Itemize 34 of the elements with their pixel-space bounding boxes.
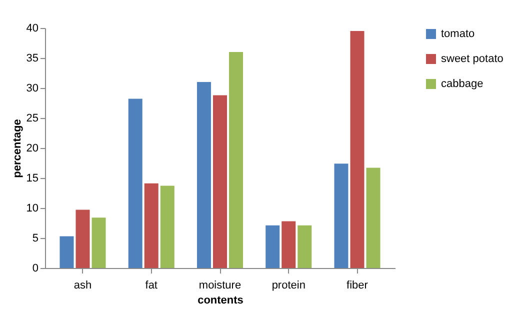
bar bbox=[213, 95, 227, 268]
bar bbox=[160, 186, 174, 268]
bar bbox=[92, 218, 106, 268]
legend-label: tomato bbox=[441, 28, 475, 40]
legend-label: cabbage bbox=[441, 78, 484, 90]
y-tick-label: 10 bbox=[26, 202, 38, 214]
x-tick-label: protein bbox=[272, 280, 306, 292]
bar bbox=[298, 225, 312, 268]
bar bbox=[282, 221, 296, 268]
x-tick-label: ash bbox=[74, 280, 92, 292]
y-tick-label: 5 bbox=[32, 232, 38, 244]
y-tick-label: 25 bbox=[26, 112, 38, 124]
bar bbox=[229, 52, 244, 268]
x-tick-label: fiber bbox=[346, 280, 368, 292]
bar bbox=[76, 210, 90, 268]
y-tick-label: 40 bbox=[26, 22, 38, 34]
y-tick-label: 20 bbox=[26, 142, 38, 154]
x-axis-title: contents bbox=[198, 294, 244, 306]
y-axis-title: percentage bbox=[11, 119, 24, 178]
bar bbox=[196, 82, 211, 268]
bar bbox=[128, 98, 142, 268]
x-tick-label: moisture bbox=[198, 280, 242, 292]
bar bbox=[334, 164, 348, 268]
bar bbox=[366, 168, 380, 268]
y-tick-label: 30 bbox=[26, 82, 38, 94]
y-tick-label: 35 bbox=[26, 52, 38, 64]
y-tick-label: 0 bbox=[32, 262, 38, 274]
bar bbox=[266, 225, 280, 268]
bar bbox=[144, 183, 158, 268]
bar bbox=[350, 31, 364, 268]
legend-label: sweet potato bbox=[441, 53, 504, 65]
y-tick-label: 15 bbox=[26, 172, 38, 184]
bar bbox=[60, 236, 74, 268]
x-tick-label: fat bbox=[145, 280, 158, 292]
